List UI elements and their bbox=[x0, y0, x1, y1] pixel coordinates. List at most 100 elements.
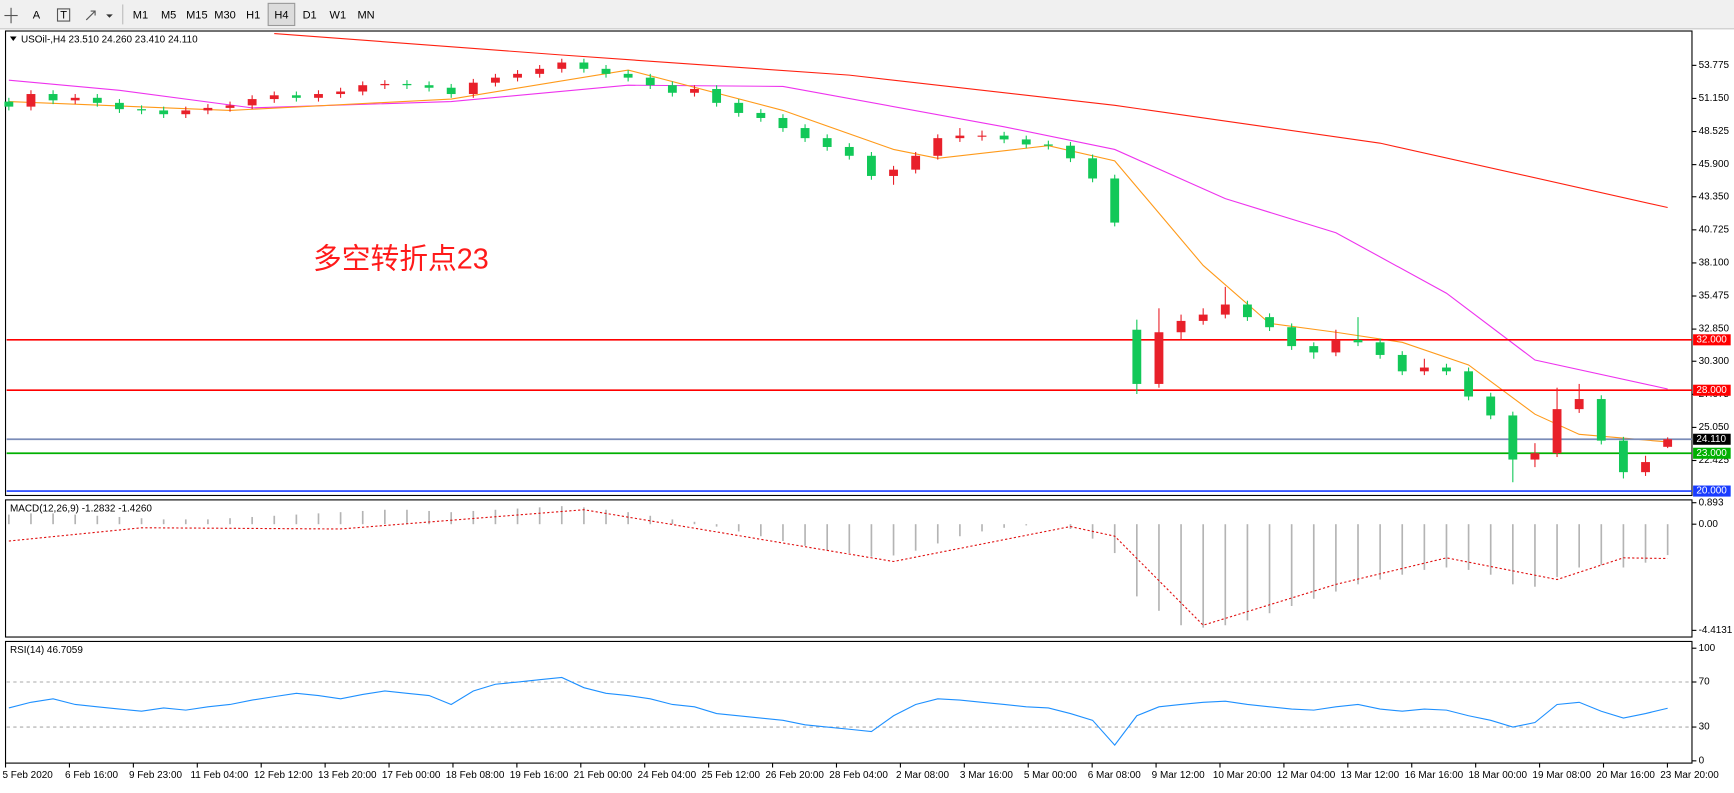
x-tick-label: 12 Feb 12:00 bbox=[254, 770, 313, 781]
candle-body bbox=[623, 73, 633, 78]
level-label-bg bbox=[1693, 485, 1731, 497]
timeframe-button[interactable]: M5 bbox=[161, 9, 176, 21]
y-tick-label: 45.900 bbox=[1699, 159, 1730, 170]
candle-body bbox=[1419, 367, 1429, 372]
x-tick-label: 12 Mar 04:00 bbox=[1277, 770, 1336, 781]
candle-body bbox=[667, 85, 677, 93]
x-tick-label: 23 Mar 20:00 bbox=[1660, 770, 1719, 781]
candle-body bbox=[535, 68, 545, 74]
rsi-panel bbox=[4, 640, 1693, 764]
timeframe-button[interactable]: W1 bbox=[330, 9, 347, 21]
candle-body bbox=[137, 109, 146, 111]
candle-body bbox=[48, 94, 58, 101]
x-tick-label: 6 Mar 08:00 bbox=[1088, 770, 1142, 781]
candle-body bbox=[1663, 439, 1673, 447]
indicator-line bbox=[8, 676, 1668, 746]
candle-body bbox=[314, 94, 323, 98]
timeframe-button[interactable]: M30 bbox=[214, 9, 236, 21]
level-label: 28.000 bbox=[1696, 385, 1727, 396]
timeframe-button[interactable]: H4 bbox=[274, 9, 288, 21]
x-tick-label: 16 Mar 16:00 bbox=[1405, 770, 1464, 781]
candle-body bbox=[1088, 158, 1098, 179]
y-tick-label: 53.775 bbox=[1699, 60, 1730, 71]
candle-body bbox=[26, 94, 36, 107]
chart-title: USOil-,H4 23.510 24.260 23.410 24.110 bbox=[21, 34, 198, 45]
candle-body bbox=[513, 73, 522, 78]
indicator-line bbox=[8, 69, 1668, 443]
y-tick-label: 48.525 bbox=[1699, 126, 1730, 137]
toolbar: A T M1 M5 M15 M30 H1 H4 D1 W1 MN bbox=[4, 2, 375, 27]
y-tick-label: 25.050 bbox=[1699, 422, 1730, 433]
x-tick-label: 24 Feb 04:00 bbox=[638, 770, 697, 781]
x-tick-label: 19 Mar 08:00 bbox=[1532, 770, 1591, 781]
candle-body bbox=[269, 95, 279, 100]
candle-body bbox=[1508, 415, 1518, 460]
x-tick-label: 20 Mar 16:00 bbox=[1596, 770, 1655, 781]
x-tick-label: 5 Mar 00:00 bbox=[1024, 770, 1078, 781]
candle-body bbox=[601, 68, 611, 74]
y-tick-label: 40.725 bbox=[1699, 224, 1730, 235]
macd-panel bbox=[4, 499, 1693, 638]
candle-body bbox=[756, 112, 766, 118]
candle-body bbox=[734, 102, 744, 113]
timeframe-button[interactable]: D1 bbox=[303, 9, 317, 21]
timeframe-button[interactable]: H1 bbox=[246, 9, 260, 21]
y-tick-label: 35.475 bbox=[1699, 291, 1730, 302]
candle-body bbox=[1242, 304, 1252, 318]
level-label-bg bbox=[1693, 334, 1731, 346]
candle-body bbox=[1552, 409, 1562, 454]
candle-body bbox=[1220, 304, 1230, 315]
candle-body bbox=[446, 87, 456, 95]
level-label-bg bbox=[1693, 433, 1731, 445]
y-tick-label: 30.300 bbox=[1699, 356, 1730, 367]
candle-body bbox=[1176, 320, 1186, 333]
candle-body bbox=[911, 155, 921, 170]
candle-body bbox=[247, 99, 257, 106]
timeframe-button[interactable]: M15 bbox=[186, 9, 208, 21]
timeframe-button[interactable]: MN bbox=[357, 9, 374, 21]
candle-body bbox=[358, 85, 368, 92]
label-tool-box bbox=[56, 8, 71, 22]
candle-body bbox=[800, 128, 810, 139]
candle-body bbox=[1287, 327, 1297, 347]
candle-body bbox=[1066, 145, 1075, 159]
x-tick-label: 28 Feb 04:00 bbox=[829, 770, 888, 781]
x-tick-label: 6 Feb 16:00 bbox=[65, 770, 119, 781]
candle-body bbox=[468, 82, 478, 95]
candle-body bbox=[1331, 339, 1341, 353]
x-tick-label: 18 Mar 00:00 bbox=[1469, 770, 1528, 781]
y-tick-label: 38.100 bbox=[1699, 258, 1730, 269]
arrows-tool[interactable] bbox=[85, 10, 113, 21]
timeframe-button[interactable]: M1 bbox=[133, 9, 148, 21]
candle-body bbox=[712, 88, 722, 103]
crosshair-tool[interactable] bbox=[4, 7, 18, 24]
candle-body bbox=[778, 117, 788, 129]
candle-body bbox=[4, 101, 14, 107]
candle-body bbox=[291, 95, 301, 98]
x-tick-label: 13 Feb 20:00 bbox=[318, 770, 377, 781]
y-tick-label: 70 bbox=[1699, 677, 1711, 688]
x-tick-label: 26 Feb 20:00 bbox=[765, 770, 824, 781]
level-label-bg bbox=[1693, 447, 1731, 459]
y-tick-label: 0 bbox=[1699, 755, 1705, 766]
rsi-title: RSI(14) 46.7059 bbox=[10, 645, 83, 656]
x-tick-label: 17 Feb 00:00 bbox=[382, 770, 441, 781]
candle-body bbox=[380, 83, 390, 86]
candle-body bbox=[1132, 329, 1142, 384]
text-tool[interactable]: A bbox=[33, 9, 41, 21]
candle-body bbox=[822, 138, 832, 147]
candle-body bbox=[203, 107, 213, 111]
candle-body bbox=[336, 91, 346, 95]
level-label: 24.110 bbox=[1696, 434, 1726, 445]
menu-arrow[interactable] bbox=[9, 36, 17, 41]
level-label: 32.000 bbox=[1696, 334, 1727, 345]
x-tick-label: 9 Mar 12:00 bbox=[1152, 770, 1206, 781]
annotation: 多空转折点23 bbox=[313, 244, 489, 276]
label-tool[interactable]: T bbox=[60, 9, 67, 21]
candle-body bbox=[1618, 440, 1628, 473]
x-tick-label: 2 Mar 08:00 bbox=[896, 770, 950, 781]
candle-body bbox=[844, 146, 854, 156]
candle-body bbox=[690, 88, 699, 93]
